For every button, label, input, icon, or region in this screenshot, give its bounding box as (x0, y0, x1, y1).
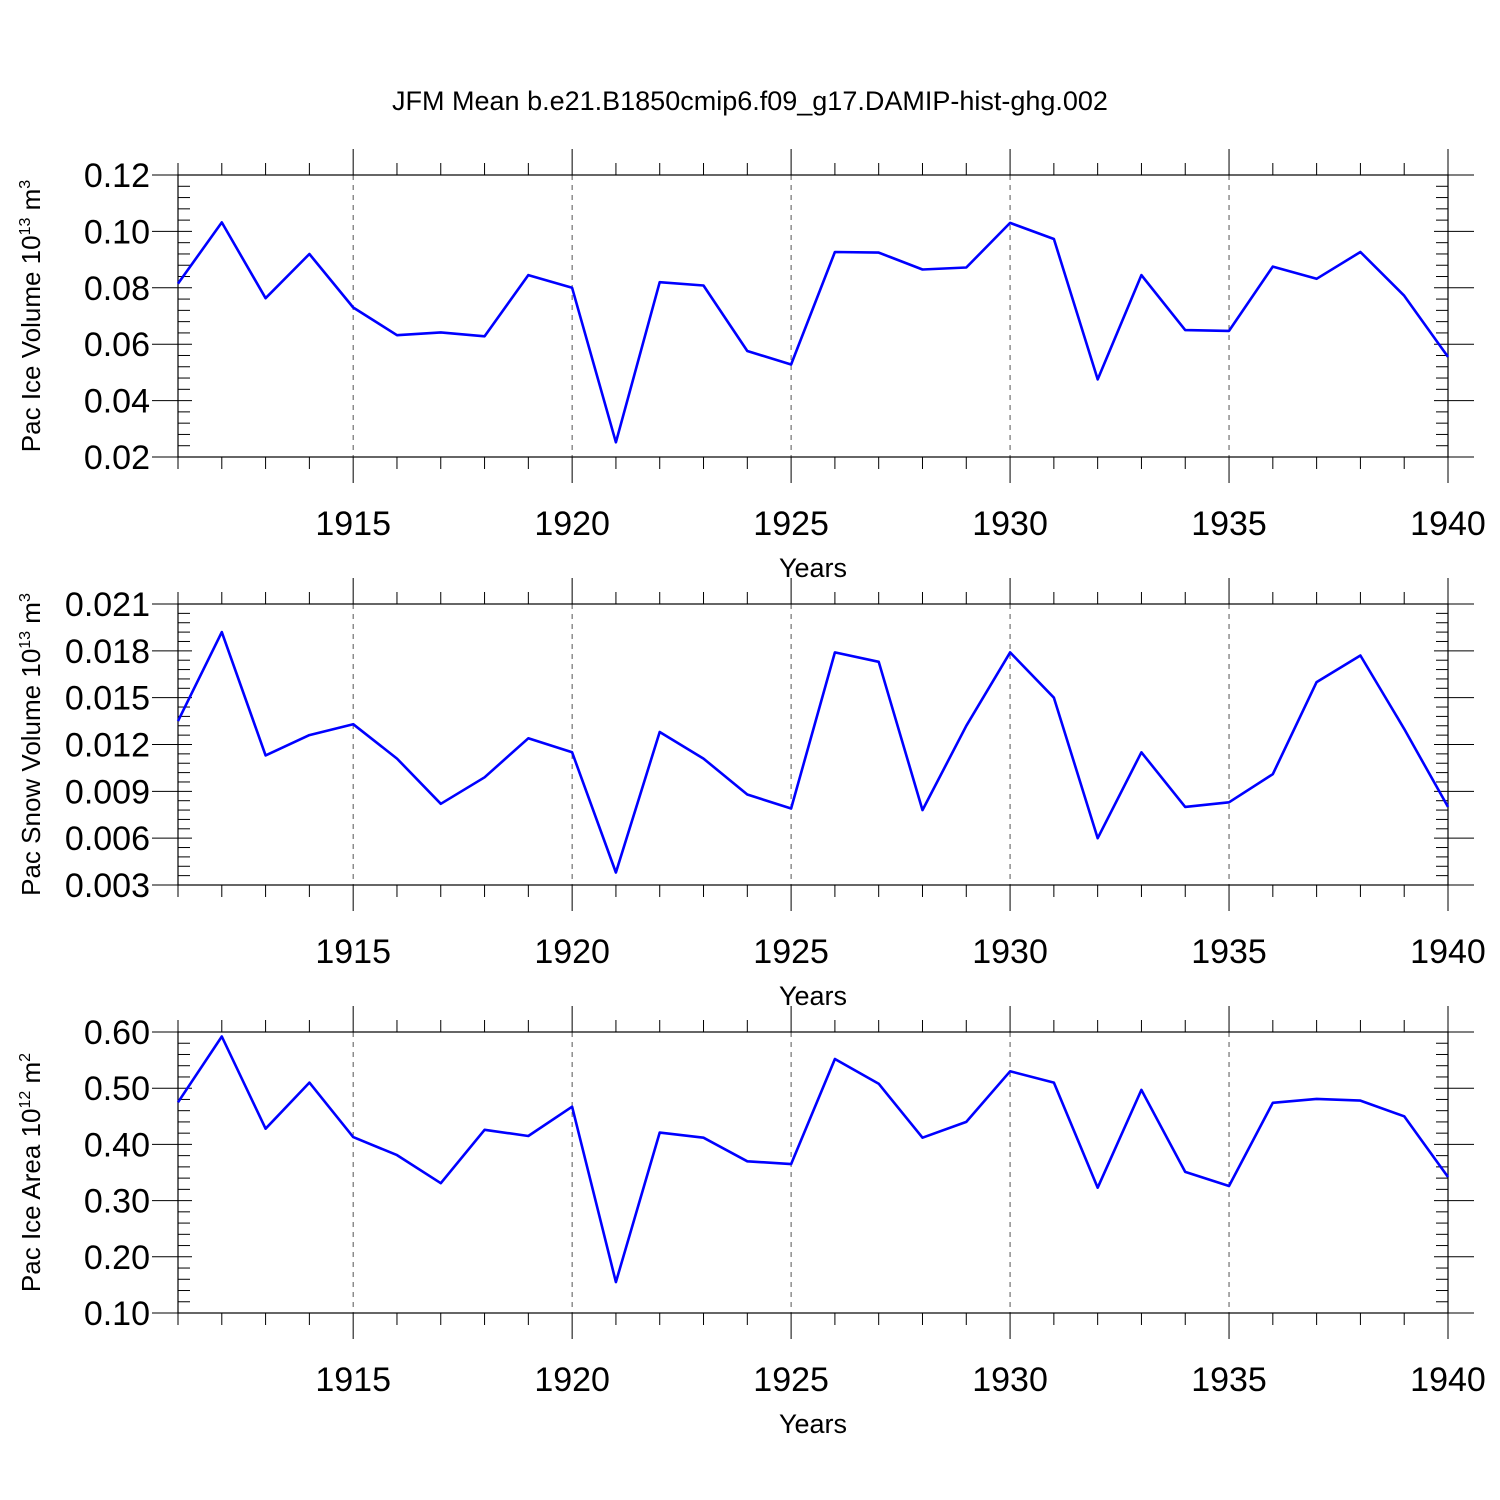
y-tick-label: 0.003 (65, 867, 150, 905)
y-tick-label: 0.02 (84, 439, 150, 477)
x-tick-label: 1915 (315, 1361, 391, 1399)
x-tick-label: 1930 (972, 505, 1048, 543)
y-tick-label: 0.40 (84, 1126, 150, 1164)
x-tick-label: 1920 (534, 933, 610, 971)
x-tick-label: 1930 (972, 1361, 1048, 1399)
plot-frame (177, 174, 1449, 458)
y-tick-label: 0.012 (65, 727, 150, 765)
y-axis-label: Pac Ice Area 1012 m2 (16, 1053, 46, 1292)
x-tick-label: 1925 (753, 1361, 829, 1399)
panels: 0.02 0.04 0.06 0.08 0.10 0.12 1915 1920 1925 1930… (16, 149, 1486, 1439)
x-tick-label: 1920 (534, 505, 610, 543)
x-tick-label: 1940 (1410, 933, 1486, 971)
x-tick-label: 1940 (1410, 1361, 1486, 1399)
x-tick-label: 1920 (534, 1361, 610, 1399)
y-tick-label: 0.009 (65, 773, 150, 811)
y-tick-label: 0.20 (84, 1239, 150, 1277)
y-axis-label: Pac Snow Volume 1013 m3 (16, 593, 46, 896)
x-tick-label: 1935 (1191, 505, 1267, 543)
y-tick-label: 0.015 (65, 680, 150, 718)
y-tick-label: 0.04 (84, 383, 150, 421)
series-line (176, 221, 1450, 444)
y-tick-label: 0.60 (84, 1014, 150, 1052)
y-tick-label: 0.006 (65, 820, 150, 858)
figure-title: JFM Mean b.e21.B1850cmip6.f09_g17.DAMIP-… (392, 86, 1108, 116)
y-tick-label: 0.08 (84, 270, 150, 308)
x-tick-label: 1940 (1410, 505, 1486, 543)
x-tick-label: 1925 (753, 505, 829, 543)
panel-3: 0.10 0.20 0.30 0.40 0.50 0.60 1915 1920 1925 1930… (16, 1006, 1486, 1439)
series-line (176, 1035, 1450, 1284)
y-tick-label: 0.10 (84, 213, 150, 251)
y-tick-label: 0.06 (84, 326, 150, 364)
y-tick-label: 0.50 (84, 1070, 150, 1108)
y-axis-label: Pac Ice Volume 1013 m3 (16, 180, 46, 453)
y-tick-label: 0.021 (65, 586, 150, 624)
x-tick-label: 1930 (972, 933, 1048, 971)
y-tick-label: 0.12 (84, 157, 150, 195)
x-axis-label: Years (779, 981, 847, 1011)
series-line (176, 630, 1450, 874)
x-axis-label: Years (779, 1409, 847, 1439)
x-tick-label: 1935 (1191, 1361, 1267, 1399)
x-tick-label: 1915 (315, 933, 391, 971)
y-tick-label: 0.10 (84, 1295, 150, 1333)
y-tick-label: 0.018 (65, 633, 150, 671)
x-axis-label: Years (779, 553, 847, 583)
panel-1: 0.02 0.04 0.06 0.08 0.10 0.12 1915 1920 1925 1930… (16, 149, 1486, 583)
plot-frame (177, 1031, 1449, 1314)
panel-2: 0.003 0.006 0.009 0.012 0.015 0.018 0.021 1915 1… (16, 578, 1486, 1011)
x-tick-label: 1935 (1191, 933, 1267, 971)
x-tick-label: 1925 (753, 933, 829, 971)
x-tick-label: 1915 (315, 505, 391, 543)
y-tick-label: 0.30 (84, 1183, 150, 1221)
